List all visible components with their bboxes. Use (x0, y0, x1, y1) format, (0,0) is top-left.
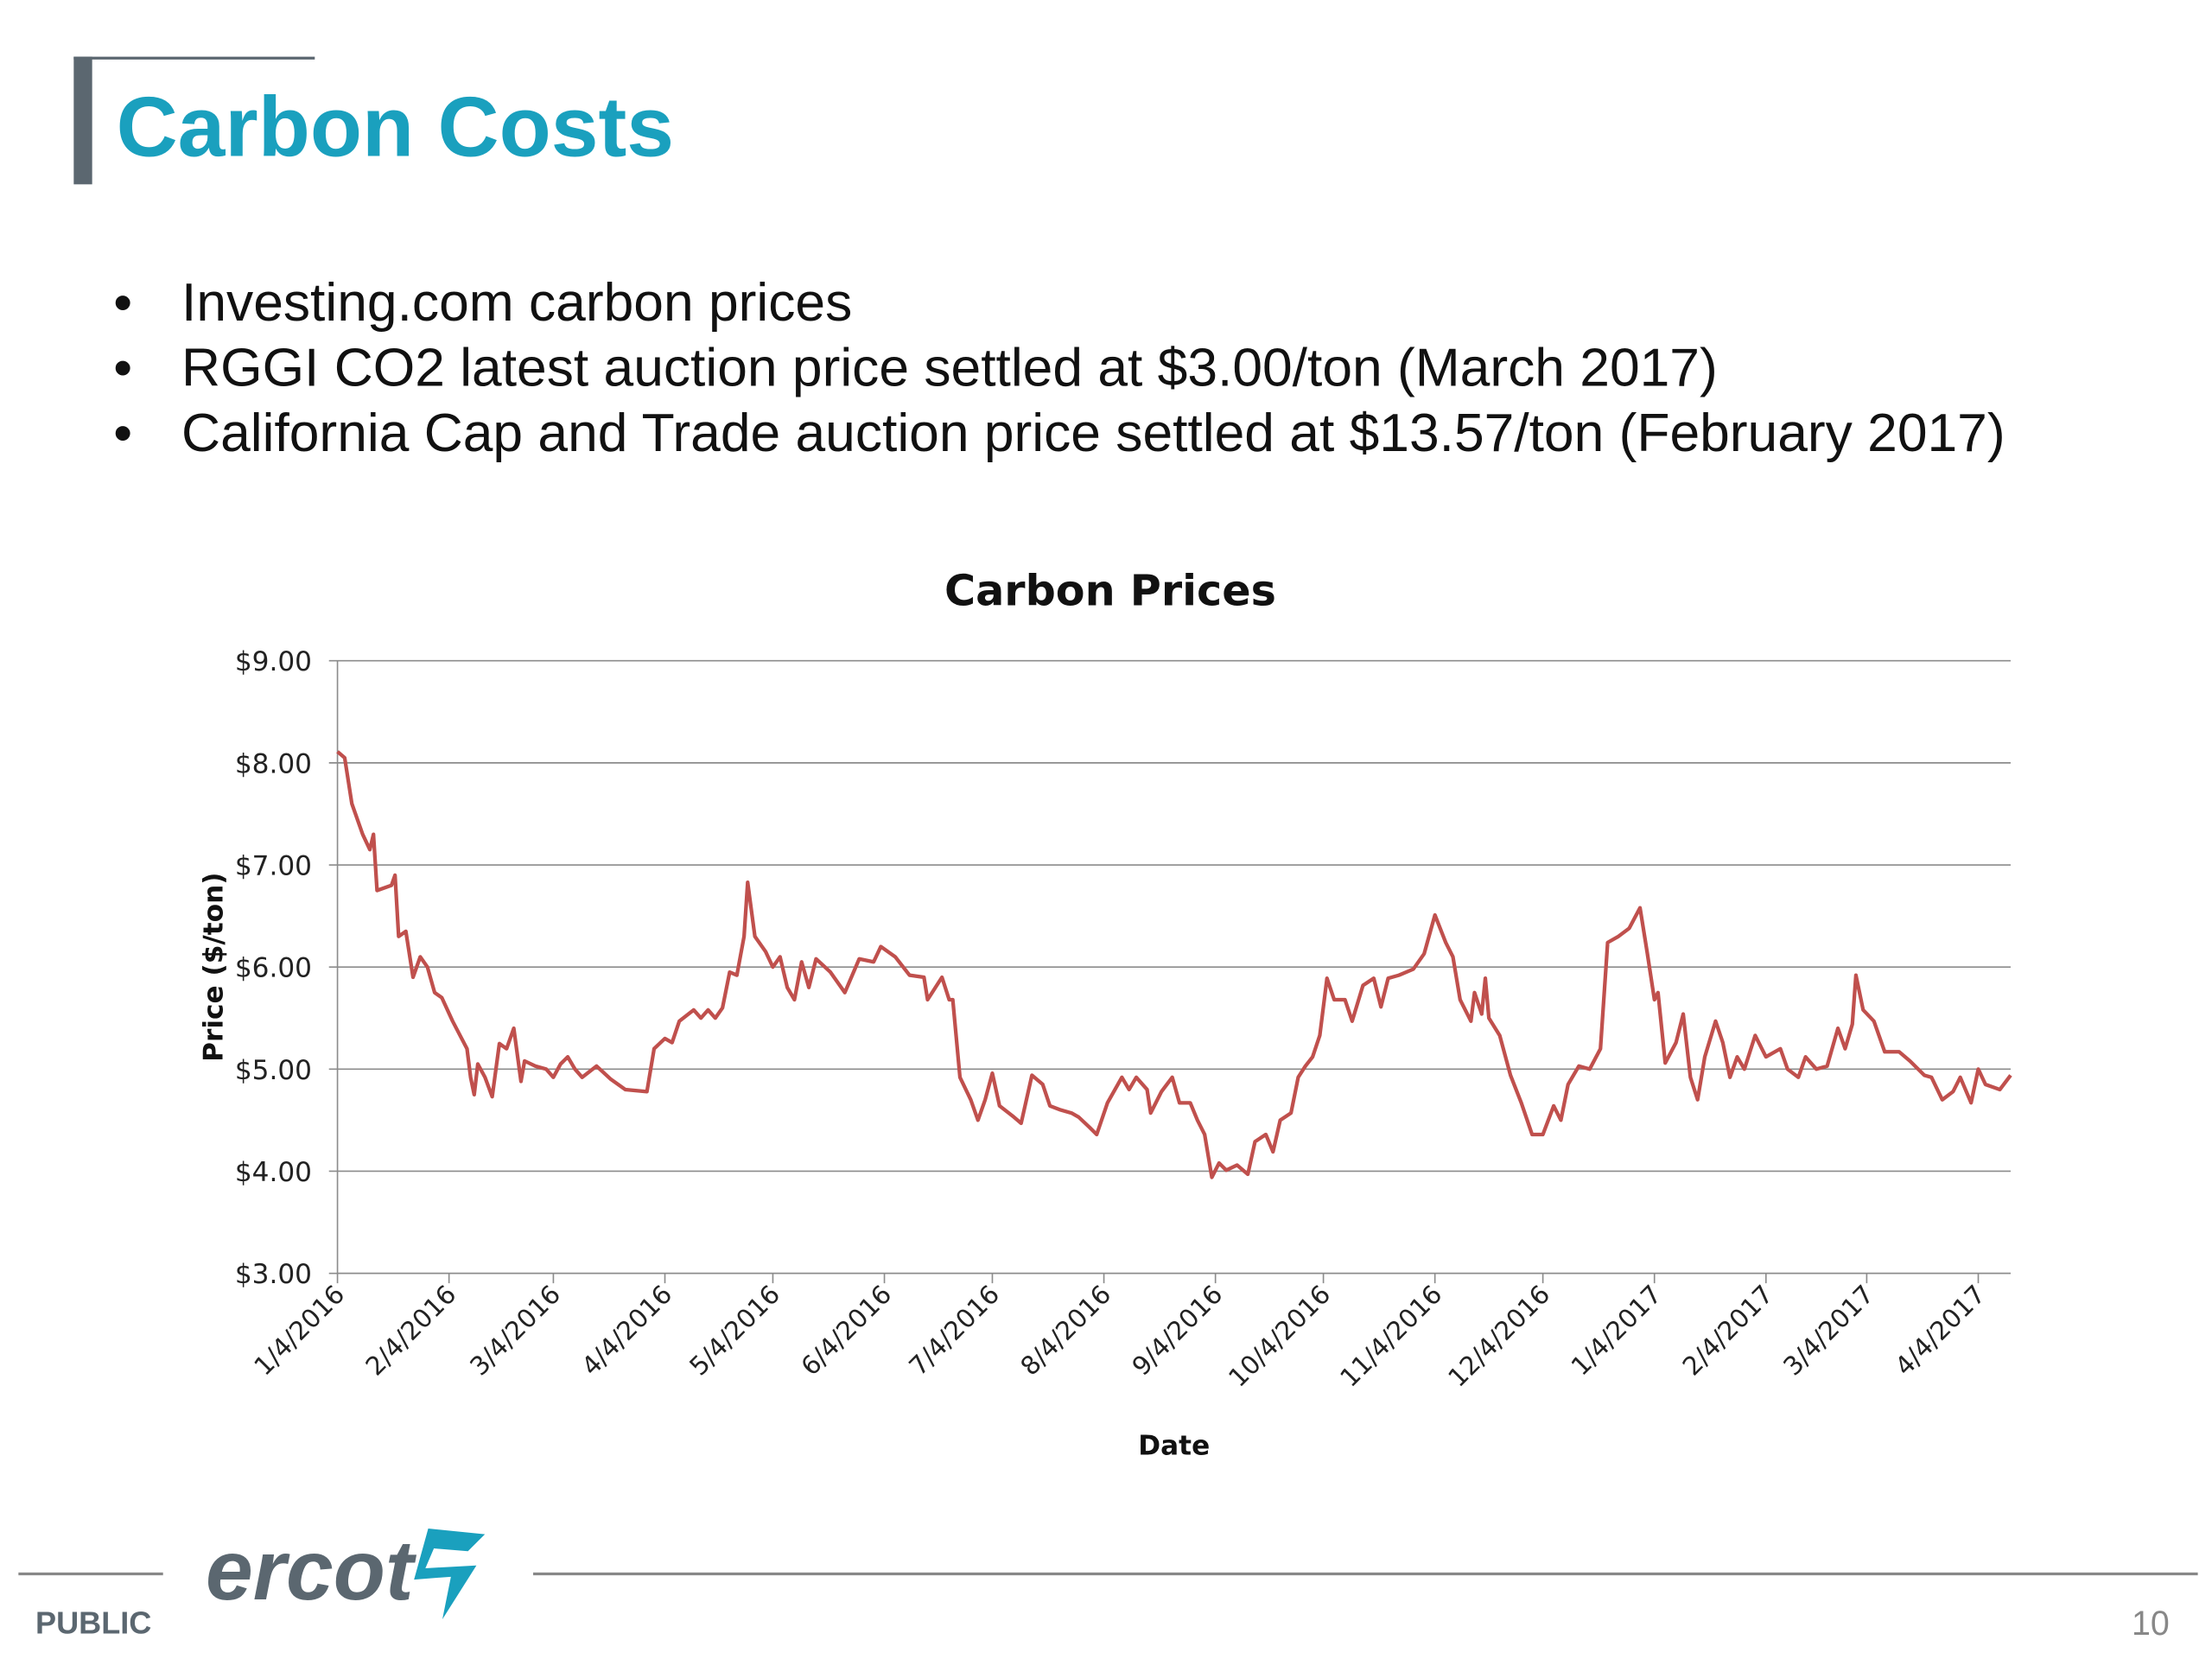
x-tick-label: 9/4/2016 (1127, 1280, 1229, 1382)
x-tick-label: 3/4/2016 (464, 1280, 566, 1382)
x-tick-label: 8/4/2016 (1015, 1280, 1117, 1382)
y-tick-label: $5.00 (235, 1055, 312, 1086)
x-axis-title: Date (1138, 1431, 1210, 1462)
bullet-dot: • (113, 338, 132, 397)
x-tick-label: 11/4/2016 (1334, 1280, 1447, 1393)
x-tick-label: 4/4/2016 (576, 1280, 678, 1382)
chart: Carbon Prices Date Price ($/ton) $3.00 $4… (199, 566, 2012, 1462)
x-tick-label: 2/4/2016 (360, 1280, 462, 1382)
bullet-dot: • (113, 404, 132, 463)
y-tick-label: $9.00 (235, 646, 312, 677)
bullet-text: Investing.com carbon prices (181, 273, 852, 333)
x-tick-label: 12/4/2016 (1442, 1280, 1555, 1393)
x-tick-label: 10/4/2016 (1223, 1280, 1336, 1393)
chart-title: Carbon Prices (944, 566, 1276, 616)
y-tick-label: $6.00 (235, 953, 312, 984)
x-tick-label: 4/4/2017 (1890, 1280, 1992, 1382)
slide-title: Carbon Costs (117, 79, 674, 175)
y-tick-label: $4.00 (235, 1157, 312, 1188)
x-tick-label: 1/4/2017 (1566, 1280, 1668, 1382)
bullet-list: • Investing.com carbon prices • RGGI CO2… (113, 273, 2005, 463)
y-tick-label: $8.00 (235, 748, 312, 779)
x-tick-label: 5/4/2016 (683, 1280, 785, 1382)
logo-mark (414, 1529, 486, 1620)
footer-classification: PUBLIC (35, 1605, 151, 1640)
y-tick-label: $3.00 (235, 1259, 312, 1290)
x-tick-label: 2/4/2017 (1677, 1280, 1779, 1382)
price-line (336, 750, 2012, 1179)
y-axis-title: Price ($/ton) (199, 873, 230, 1062)
page-number: 10 (2132, 1605, 2170, 1643)
x-tick-label: 6/4/2016 (796, 1280, 898, 1382)
x-tick-label: 7/4/2016 (903, 1280, 1005, 1382)
title-accent (73, 56, 92, 185)
logo-text: ercot (206, 1522, 417, 1618)
x-tick-label: 1/4/2016 (249, 1280, 351, 1382)
bullet-text: California Cap and Trade auction price s… (181, 404, 2005, 463)
x-tick-label: 3/4/2017 (1777, 1280, 1879, 1382)
bullet-dot: • (113, 273, 132, 333)
bullet-text: RGGI CO2 latest auction price settled at… (181, 338, 1718, 397)
y-tick-label: $7.00 (235, 851, 312, 882)
